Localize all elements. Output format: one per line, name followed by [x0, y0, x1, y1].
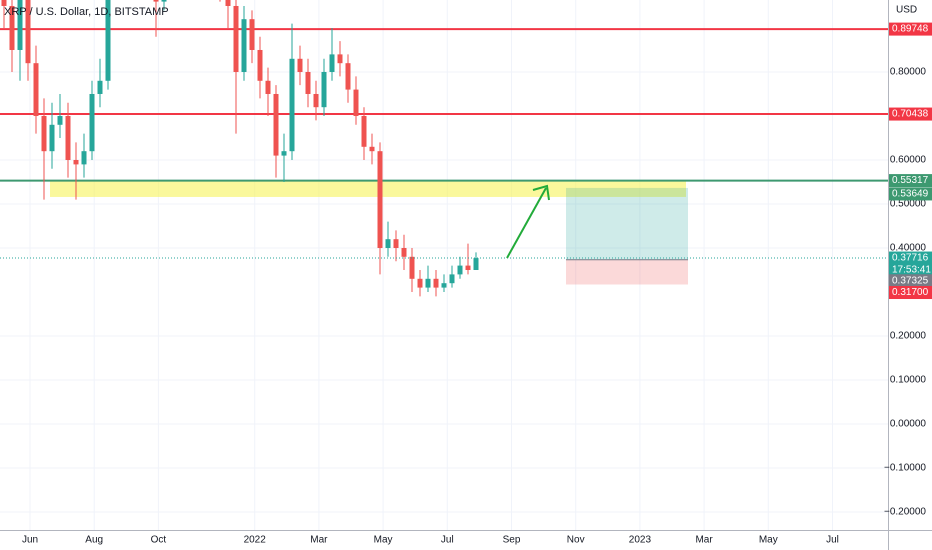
level-label: 0.55317: [892, 175, 929, 186]
candle-body: [305, 71, 311, 94]
candle-body: [41, 115, 47, 152]
loss-zone: [566, 259, 688, 285]
candle-body: [385, 239, 391, 248]
candle-body: [313, 93, 319, 108]
candle-body: [249, 19, 255, 50]
x-tick-label: May: [759, 535, 778, 546]
candle-body: [161, 0, 167, 2]
candle-body: [89, 93, 95, 152]
candle-body: [337, 54, 343, 64]
x-tick-label: Jun: [22, 535, 38, 546]
candle-body: [33, 63, 39, 116]
candle-body: [473, 258, 479, 270]
candle-body: [329, 54, 335, 72]
stop-label-bg: [889, 286, 932, 300]
candle-body: [297, 58, 303, 72]
chart-title: XRP / U.S. Dollar, 1D, BITSTAMP: [4, 6, 169, 18]
x-tick-label: Aug: [85, 535, 103, 546]
y-tick-label: −0.10000: [884, 463, 926, 474]
x-tick-label: Oct: [151, 535, 167, 546]
candle-body: [241, 19, 247, 72]
candle-body: [449, 274, 455, 284]
level-label: 0.70438: [892, 109, 929, 120]
y-tick-label: 0.80000: [890, 67, 927, 78]
x-tick-label: Jul: [441, 535, 454, 546]
candle-body: [457, 265, 463, 275]
candle-body: [441, 283, 447, 288]
currency-label: USD: [896, 5, 917, 16]
target-label-bg: [889, 187, 932, 201]
y-tick-label: −0.20000: [884, 507, 926, 518]
level-label-bg: [889, 174, 932, 188]
candle-body: [233, 5, 239, 72]
y-tick-label: 0.40000: [890, 243, 927, 254]
candle-body: [105, 0, 111, 81]
x-tick-label: Jul: [826, 535, 839, 546]
candle-body: [273, 93, 279, 156]
candle-body: [361, 115, 367, 147]
candle-body: [153, 0, 159, 2]
last-price-label-bg: [889, 251, 932, 278]
x-tick-label: May: [374, 535, 393, 546]
candle-body: [65, 115, 71, 160]
x-tick-label: Mar: [310, 535, 328, 546]
y-tick-label: 0.20000: [890, 331, 927, 342]
candle-body: [17, 0, 23, 50]
y-tick-label: 0.00000: [890, 419, 927, 430]
candle-body: [1, 0, 7, 6]
candle-body: [25, 0, 31, 64]
candle-body: [289, 58, 295, 152]
x-tick-label: Sep: [503, 535, 521, 546]
y-tick-label: 0.50000: [890, 199, 927, 210]
countdown: 17:53:41: [892, 265, 931, 276]
arrow-head: [532, 184, 550, 201]
entry-label-bg: [889, 274, 932, 288]
profit-zone: [566, 187, 688, 260]
x-tick-label: 2023: [629, 535, 652, 546]
x-tick-label: 2022: [244, 535, 267, 546]
last-price-label: 0.37716: [892, 253, 929, 264]
candle-body: [353, 89, 359, 116]
level-label: 0.89748: [892, 24, 929, 35]
x-tick-label: Nov: [567, 535, 585, 546]
candle-body: [225, 0, 231, 6]
arrow-shaft: [506, 187, 547, 259]
candle-body: [401, 247, 407, 257]
y-tick-label: 0.10000: [890, 375, 927, 386]
candle-body: [97, 80, 103, 94]
level-label-bg: [889, 107, 932, 121]
candle-body: [49, 124, 55, 152]
level-label-bg: [889, 22, 932, 36]
candle-body: [81, 151, 87, 165]
stop-label: 0.31700: [892, 287, 929, 298]
y-tick-label: 0.60000: [890, 155, 927, 166]
entry-label: 0.37325: [892, 275, 929, 286]
price-axis: 0.80000 0.60000 0.50000 0.40000 0.20000 0.100…: [884, 22, 932, 518]
candle-body: [393, 239, 399, 248]
candle-body: [265, 80, 271, 94]
candle-body: [257, 49, 263, 81]
candle-body: [433, 278, 439, 288]
x-tick-label: Mar: [695, 535, 713, 546]
candle-body: [409, 256, 415, 279]
candle-body: [9, 5, 15, 50]
grid: [0, 0, 888, 530]
candle-body: [57, 115, 63, 125]
support-zone: [50, 180, 686, 197]
candle-body: [345, 63, 351, 90]
candle-body: [321, 71, 327, 108]
plot-area: [0, 0, 888, 297]
candle-body: [281, 151, 287, 156]
candle-body: [369, 146, 375, 152]
candle-body: [73, 159, 79, 165]
candle-body: [417, 278, 423, 288]
candle-body: [425, 278, 431, 288]
target-label: 0.53649: [892, 189, 929, 200]
candle-body: [465, 265, 471, 270]
candle-body: [377, 151, 383, 248]
